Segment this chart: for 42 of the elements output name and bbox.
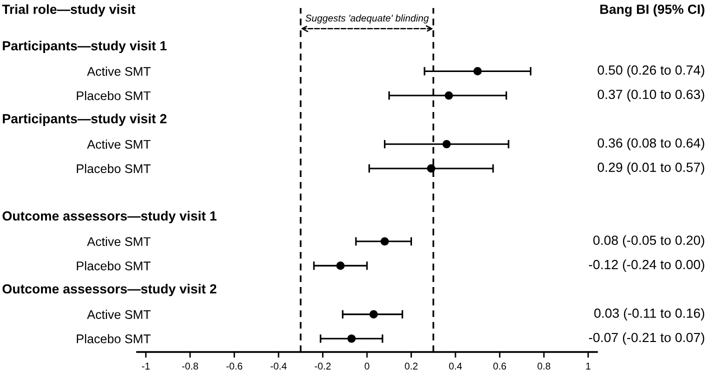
y-tick-label: Placebo SMT [76, 164, 151, 174]
x-tick-label: 1 [586, 362, 590, 370]
point [473, 67, 482, 76]
point [336, 262, 345, 270]
annotation: Suggests 'adequate' blinding [305, 14, 429, 24]
point [442, 140, 451, 148]
data-label: 0.50 (0.26 to 0.74) [598, 65, 704, 78]
y-tick-label: Active SMT [87, 140, 151, 149]
point [380, 237, 389, 246]
x-tick-label: 0 [364, 362, 370, 370]
data-label: -0.07 (-0.21 to 0.07) [588, 332, 704, 345]
annotation: Participants—study visit 2 [2, 114, 166, 126]
x-tick-label: 0.2 [404, 362, 418, 370]
x-tick-label: -0.2 [314, 362, 331, 370]
x-tick-label: -0.4 [270, 362, 287, 370]
chart-title: Trial role—study visit [2, 4, 136, 17]
data-label: 0.08 (-0.05 to 0.20) [593, 235, 704, 248]
data-label: 0.37 (0.10 to 0.63) [598, 89, 704, 102]
x-tick-label: 0.6 [493, 362, 506, 370]
x-tick-label: -1 [142, 362, 150, 370]
point [369, 310, 378, 318]
x-tick-label: -0.6 [226, 362, 242, 370]
data-label: -0.12 (-0.24 to 0.00) [588, 260, 704, 272]
point [426, 164, 436, 173]
y-tick-label: Placebo SMT [76, 261, 151, 270]
annotation: Outcome assessors—study visit 1 [2, 210, 216, 224]
data-label: 0.36 (0.08 to 0.64) [598, 138, 704, 150]
data-label: 0.03 (-0.11 to 0.16) [594, 308, 704, 320]
y-tick-label: Active SMT [87, 66, 151, 76]
x-tick-label: -0.8 [182, 362, 198, 370]
text: Bang BI (95% CI) [600, 4, 704, 17]
annotation: Participants—study visit 1 [2, 40, 167, 54]
y-tick-label: Placebo SMT [76, 90, 151, 100]
y-tick-label: Placebo SMT [76, 334, 151, 344]
point [444, 91, 453, 100]
annotation: Outcome assessors—study visit 2 [2, 284, 216, 296]
data-label: 0.29 (0.01 to 0.57) [598, 162, 704, 175]
x-tick-label: 0.4 [449, 362, 462, 370]
x-tick-label: 0.8 [538, 362, 550, 370]
y-tick-label: Active SMT [87, 236, 151, 246]
y-tick-label: Active SMT [87, 310, 151, 319]
point [347, 334, 356, 343]
